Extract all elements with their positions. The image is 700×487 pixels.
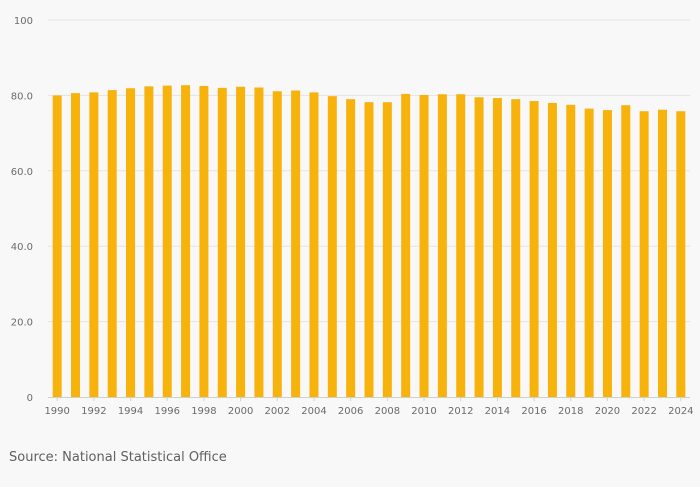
bar-1997 [181, 85, 191, 397]
y-tick-label: 80.0 [11, 91, 33, 102]
bar-2012 [456, 94, 466, 398]
bar-2009 [401, 93, 411, 397]
bar-2014 [492, 98, 502, 397]
bar-1998 [199, 85, 209, 397]
bar-1994 [126, 88, 136, 397]
bar-2016 [529, 101, 539, 398]
bar-1990 [52, 95, 62, 398]
y-tick-label: 20.0 [11, 318, 33, 329]
bars [52, 85, 686, 398]
x-tick-label: 2020 [595, 406, 620, 417]
bar-2017 [547, 102, 557, 397]
x-tick-label: 1996 [155, 406, 180, 417]
source-note: Source: National Statistical Office [9, 450, 227, 465]
x-tick-label: 2016 [521, 406, 546, 417]
bar-1991 [71, 93, 81, 397]
x-tick-label: 2014 [485, 406, 510, 417]
bar-2019 [584, 108, 594, 397]
bar-2002 [272, 91, 282, 398]
bar-2013 [474, 97, 484, 397]
x-tick-label: 1994 [118, 406, 143, 417]
bar-1993 [107, 90, 117, 397]
bar-2003 [291, 90, 301, 398]
bar-1996 [162, 85, 172, 398]
x-tick-label: 2018 [558, 406, 583, 417]
x-tick-label: 2022 [631, 406, 656, 417]
bar-2005 [327, 96, 337, 398]
x-tick-label: 2010 [411, 406, 436, 417]
bar-2010 [419, 95, 429, 397]
bar-2001 [254, 87, 264, 397]
y-axis-tick-labels: 0 20.0 40.0 60.0 80.0 100 [11, 16, 33, 404]
x-tick-label: 2008 [375, 406, 400, 417]
bar-1995 [144, 86, 154, 398]
bar-2022 [639, 111, 649, 397]
x-tick-label: 2004 [301, 406, 326, 417]
bar-2006 [346, 99, 356, 398]
bar-2018 [566, 104, 576, 397]
bar-2020 [602, 110, 612, 397]
bar-2023 [657, 109, 667, 397]
bar-2004 [309, 92, 319, 397]
bar-2024 [676, 111, 686, 397]
bar-2021 [621, 105, 631, 398]
bar-2008 [382, 102, 392, 397]
y-tick-label: 60.0 [11, 167, 33, 178]
y-tick-label: 0 [27, 393, 33, 404]
x-tick-label: 1998 [191, 406, 216, 417]
x-tick-label: 2000 [228, 406, 253, 417]
x-tick-label: 1990 [44, 406, 69, 417]
bar-2015 [511, 99, 521, 398]
y-tick-label: 100 [14, 16, 33, 27]
x-tick-label: 2024 [668, 406, 693, 417]
x-tick-label: 2012 [448, 406, 473, 417]
y-tick-label: 40.0 [11, 242, 33, 253]
bar-2000 [236, 86, 246, 397]
x-tick-label: 2006 [338, 406, 363, 417]
bar-2007 [364, 102, 374, 397]
x-axis-tick-labels: 1990 1992 1994 1996 1998 2000 2002 2004 2006 2008… [44, 397, 694, 417]
bar-1992 [89, 92, 99, 397]
bar-1999 [217, 87, 227, 398]
bar-2011 [437, 94, 447, 398]
x-tick-label: 2002 [265, 406, 290, 417]
x-tick-label: 1992 [81, 406, 106, 417]
